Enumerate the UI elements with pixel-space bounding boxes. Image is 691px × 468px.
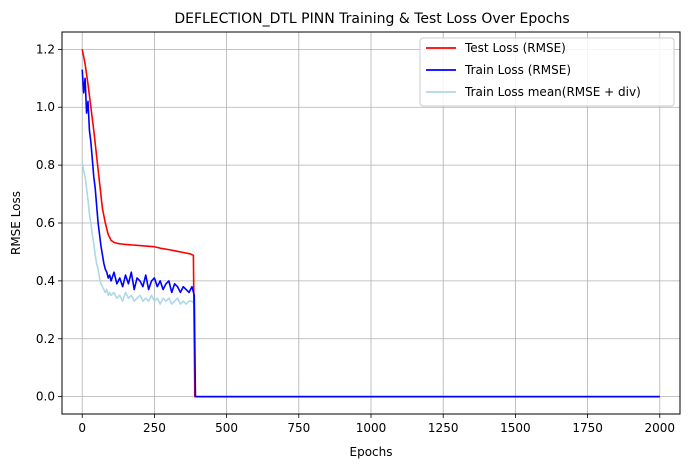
x-tick-label: 1750 [572, 421, 603, 435]
legend-label-train: Train Loss (RMSE) [464, 63, 571, 77]
chart-title: DEFLECTION_DTL PINN Training & Test Loss… [174, 11, 569, 27]
y-tick-label: 1.2 [36, 42, 55, 56]
y-axis-label: RMSE Loss [9, 191, 23, 255]
x-tick-label: 1500 [500, 421, 531, 435]
x-tick-label: 1000 [356, 421, 387, 435]
x-tick-label: 500 [215, 421, 238, 435]
legend-label-test: Test Loss (RMSE) [464, 41, 566, 55]
x-tick-label: 1250 [428, 421, 459, 435]
x-tick-label: 250 [143, 421, 166, 435]
y-tick-label: 0.4 [36, 274, 55, 288]
y-tick-label: 1.0 [36, 100, 55, 114]
x-tick-label: 750 [287, 421, 310, 435]
legend: Test Loss (RMSE) Train Loss (RMSE) Train… [419, 37, 675, 107]
y-tick-label: 0.2 [36, 332, 55, 346]
x-tick-label: 2000 [645, 421, 676, 435]
x-tick-label: 0 [78, 421, 86, 435]
series-line-1 [81, 69, 660, 398]
y-tick-label: 0.8 [36, 158, 55, 172]
axis-ticks: 0 250 500 750 1000 1250 1500 1750 2000 0.0 0.2 0.4 0… [36, 42, 675, 435]
legend-label-train-mean: Train Loss mean(RMSE + div) [464, 85, 641, 99]
y-tick-label: 0.0 [36, 390, 55, 404]
series-lines [81, 49, 660, 398]
x-axis-label: Epochs [350, 445, 393, 459]
y-tick-label: 0.6 [36, 216, 55, 230]
series-line-2 [81, 162, 660, 398]
legend-box [419, 37, 675, 107]
